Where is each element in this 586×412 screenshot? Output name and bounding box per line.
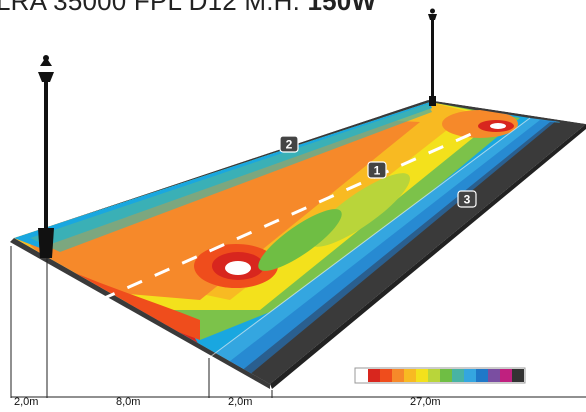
legend-swatch	[476, 369, 488, 382]
dimension-label-3: 2,0m	[228, 396, 253, 408]
legend-swatch	[356, 369, 368, 382]
marker-1: 1	[367, 161, 387, 179]
legend-swatch	[416, 369, 428, 382]
legend-swatch	[368, 369, 380, 382]
legend-swatch	[488, 369, 500, 382]
legend-swatch	[380, 369, 392, 382]
marker-2: 2	[279, 135, 299, 153]
lamp-pole-far	[428, 8, 437, 106]
road-edge-right	[270, 124, 586, 389]
dimension-label-1: 2,0m	[14, 396, 39, 408]
dimension-lines	[10, 246, 586, 398]
marker-3: 3	[457, 190, 477, 208]
legend-swatch	[500, 369, 512, 382]
legend-swatch	[452, 369, 464, 382]
legend-swatch	[392, 369, 404, 382]
marker-1-label: 1	[374, 164, 381, 178]
legend-swatch	[512, 369, 524, 382]
title-prefix: LRA 35000 FPL D12 M.H.	[0, 0, 301, 16]
legend-swatch	[428, 369, 440, 382]
curb-line	[209, 117, 531, 358]
legend-swatch	[404, 369, 416, 382]
center-line	[99, 128, 481, 302]
dimension-label-2: 8,0m	[116, 396, 141, 408]
color-legend	[354, 367, 526, 384]
page-title: LRA 35000 FPL D12 M.H. 150W	[0, 0, 376, 17]
title-power: 150W	[307, 0, 377, 16]
marker-2-label: 2	[286, 138, 293, 152]
marker-3-label: 3	[464, 193, 471, 207]
legend-swatch	[440, 369, 452, 382]
legend-swatch	[464, 369, 476, 382]
road-edge	[10, 238, 270, 389]
lamp-pole-near	[38, 55, 54, 258]
dimension-label-4: 27,0m	[410, 396, 441, 408]
